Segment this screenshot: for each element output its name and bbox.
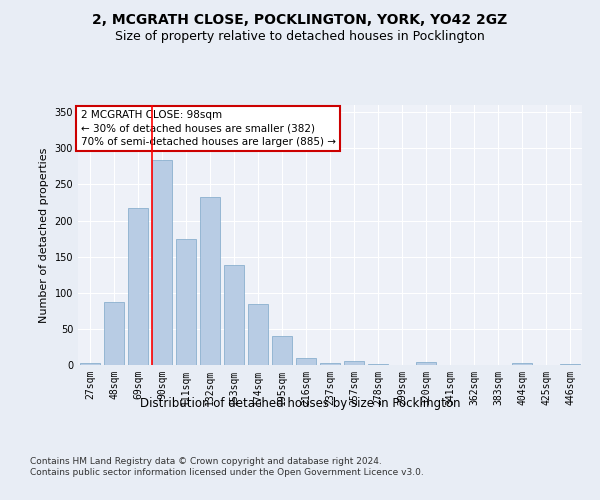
Bar bbox=[296, 358, 316, 365]
Bar bbox=[80, 363, 100, 365]
Text: Distribution of detached houses by size in Pocklington: Distribution of detached houses by size … bbox=[140, 398, 460, 410]
Bar bbox=[152, 160, 172, 365]
Y-axis label: Number of detached properties: Number of detached properties bbox=[39, 148, 49, 322]
Text: Contains HM Land Registry data © Crown copyright and database right 2024.
Contai: Contains HM Land Registry data © Crown c… bbox=[30, 458, 424, 477]
Text: 2 MCGRATH CLOSE: 98sqm
← 30% of detached houses are smaller (382)
70% of semi-de: 2 MCGRATH CLOSE: 98sqm ← 30% of detached… bbox=[80, 110, 335, 146]
Bar bbox=[416, 362, 436, 365]
Bar bbox=[104, 302, 124, 365]
Text: 2, MCGRATH CLOSE, POCKLINGTON, YORK, YO42 2GZ: 2, MCGRATH CLOSE, POCKLINGTON, YORK, YO4… bbox=[92, 12, 508, 26]
Bar bbox=[128, 208, 148, 365]
Bar bbox=[224, 266, 244, 365]
Bar bbox=[200, 198, 220, 365]
Bar bbox=[320, 363, 340, 365]
Bar bbox=[176, 238, 196, 365]
Bar bbox=[344, 360, 364, 365]
Bar bbox=[248, 304, 268, 365]
Bar bbox=[512, 363, 532, 365]
Bar bbox=[368, 364, 388, 365]
Text: Size of property relative to detached houses in Pocklington: Size of property relative to detached ho… bbox=[115, 30, 485, 43]
Bar bbox=[560, 364, 580, 365]
Bar bbox=[272, 336, 292, 365]
